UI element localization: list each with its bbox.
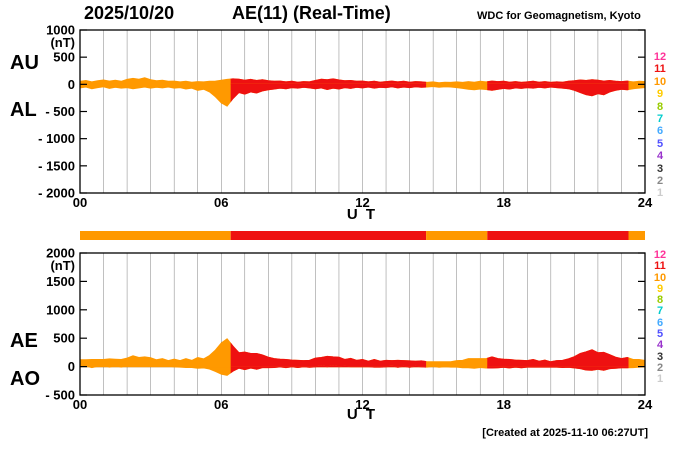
station-count-level-2: 2 [656, 174, 664, 187]
y-tick-label: 500 [53, 331, 75, 346]
y-tick-label: 0 [68, 77, 75, 92]
data-source: WDC for Geomagnetism, Kyoto [477, 10, 641, 22]
station-count-segment [426, 231, 488, 240]
ao-label: AO [10, 368, 40, 390]
al-trace-red [230, 83, 427, 103]
plot-border [79, 252, 646, 396]
au-label: AU [10, 52, 39, 74]
station-count-level-7: 7 [656, 305, 664, 318]
station-count-level-5: 5 [656, 328, 664, 341]
station-count-level-4: 4 [656, 150, 664, 163]
station-count-level-2: 2 [656, 361, 664, 374]
station-count-level-4: 4 [656, 339, 664, 352]
station-count-level-12: 12 [653, 51, 667, 63]
au-trace-red [230, 78, 427, 85]
x-tick-label: 24 [638, 195, 653, 210]
x-tick-label: 12 [355, 397, 369, 412]
station-count-level-10: 10 [653, 271, 667, 284]
ae-trace-red [230, 342, 427, 368]
station-count-level-1: 1 [656, 373, 664, 386]
station-count-level-12: 12 [653, 249, 667, 261]
station-count-segment [487, 231, 629, 240]
station-count-segment [80, 231, 231, 240]
x-tick-label: 00 [73, 195, 87, 210]
y-tick-label: 500 [53, 50, 75, 65]
ao-trace-red [487, 366, 629, 371]
y-tick-label: - 2000 [38, 186, 75, 201]
ao-trace-red [230, 365, 427, 374]
station-count-bar [80, 231, 645, 240]
station-count-level-9: 9 [656, 282, 664, 295]
ut-axis-label-top: U T [346, 206, 378, 223]
x-tick-label: 24 [638, 397, 653, 412]
y-axis-unit: (nT) [50, 35, 75, 50]
y-tick-label: - 1000 [38, 131, 75, 146]
au-al-panel: 1000 500 0 - 500 - 1000 - 1500 - 2000 (nT) 00 06 1… [38, 23, 653, 211]
ae-ao-panel: 2000 1500 1000 500 0 - 500 (nT) 00 06 12 18 24 [45, 246, 653, 413]
al-label: AL [10, 99, 37, 121]
y-tick-label: 1000 [46, 23, 75, 38]
au-trace-red [487, 79, 629, 85]
ae-trace-red [487, 349, 629, 368]
ae-label: AE [10, 330, 38, 352]
plot-date: 2025/10/20 [84, 3, 175, 23]
station-count-level-1: 1 [656, 187, 664, 200]
y-tick-label: 2000 [46, 246, 75, 261]
station-count-level-8: 8 [656, 294, 664, 307]
station-count-level-3: 3 [656, 162, 664, 175]
station-count-level-9: 9 [656, 88, 664, 101]
station-count-level-11: 11 [654, 63, 666, 76]
station-count-level-10: 10 [653, 75, 667, 88]
y-tick-label: - 500 [45, 104, 75, 119]
x-tick-label: 06 [214, 195, 228, 210]
station-count-level-3: 3 [656, 350, 664, 363]
x-tick-label: 00 [73, 397, 87, 412]
station-count-segment [230, 231, 427, 240]
station-count-segment [628, 231, 645, 240]
y-axis-unit: (nT) [50, 258, 75, 273]
station-count-level-5: 5 [656, 137, 664, 150]
created-timestamp: [Created at 2025-11-10 06:27UT] [482, 427, 648, 439]
station-count-level-7: 7 [656, 112, 664, 125]
plot-title: AE(11) (Real-Time) [232, 3, 391, 23]
y-tick-label: 1000 [46, 302, 75, 317]
station-count-level-8: 8 [656, 100, 664, 113]
y-tick-label: 1500 [46, 274, 75, 289]
x-tick-label: 06 [214, 397, 228, 412]
x-tick-label: 12 [355, 195, 369, 210]
ut-axis-label-bottom: U T [346, 406, 378, 423]
station-count-level-6: 6 [656, 316, 664, 329]
x-tick-label: 18 [497, 397, 511, 412]
station-count-legend-bottom: 12 11 10 9 8 7 6 5 4 3 2 1 [650, 249, 670, 386]
y-tick-label: - 1500 [38, 158, 75, 173]
station-count-legend-top: 12 11 10 9 8 7 6 5 4 3 2 1 [650, 51, 670, 200]
station-count-level-6: 6 [656, 125, 664, 138]
y-tick-label: 0 [68, 359, 75, 374]
station-count-level-11: 11 [654, 260, 666, 273]
x-tick-label: 18 [497, 195, 511, 210]
al-trace-red [487, 83, 629, 97]
y-tick-label: - 500 [45, 388, 75, 403]
